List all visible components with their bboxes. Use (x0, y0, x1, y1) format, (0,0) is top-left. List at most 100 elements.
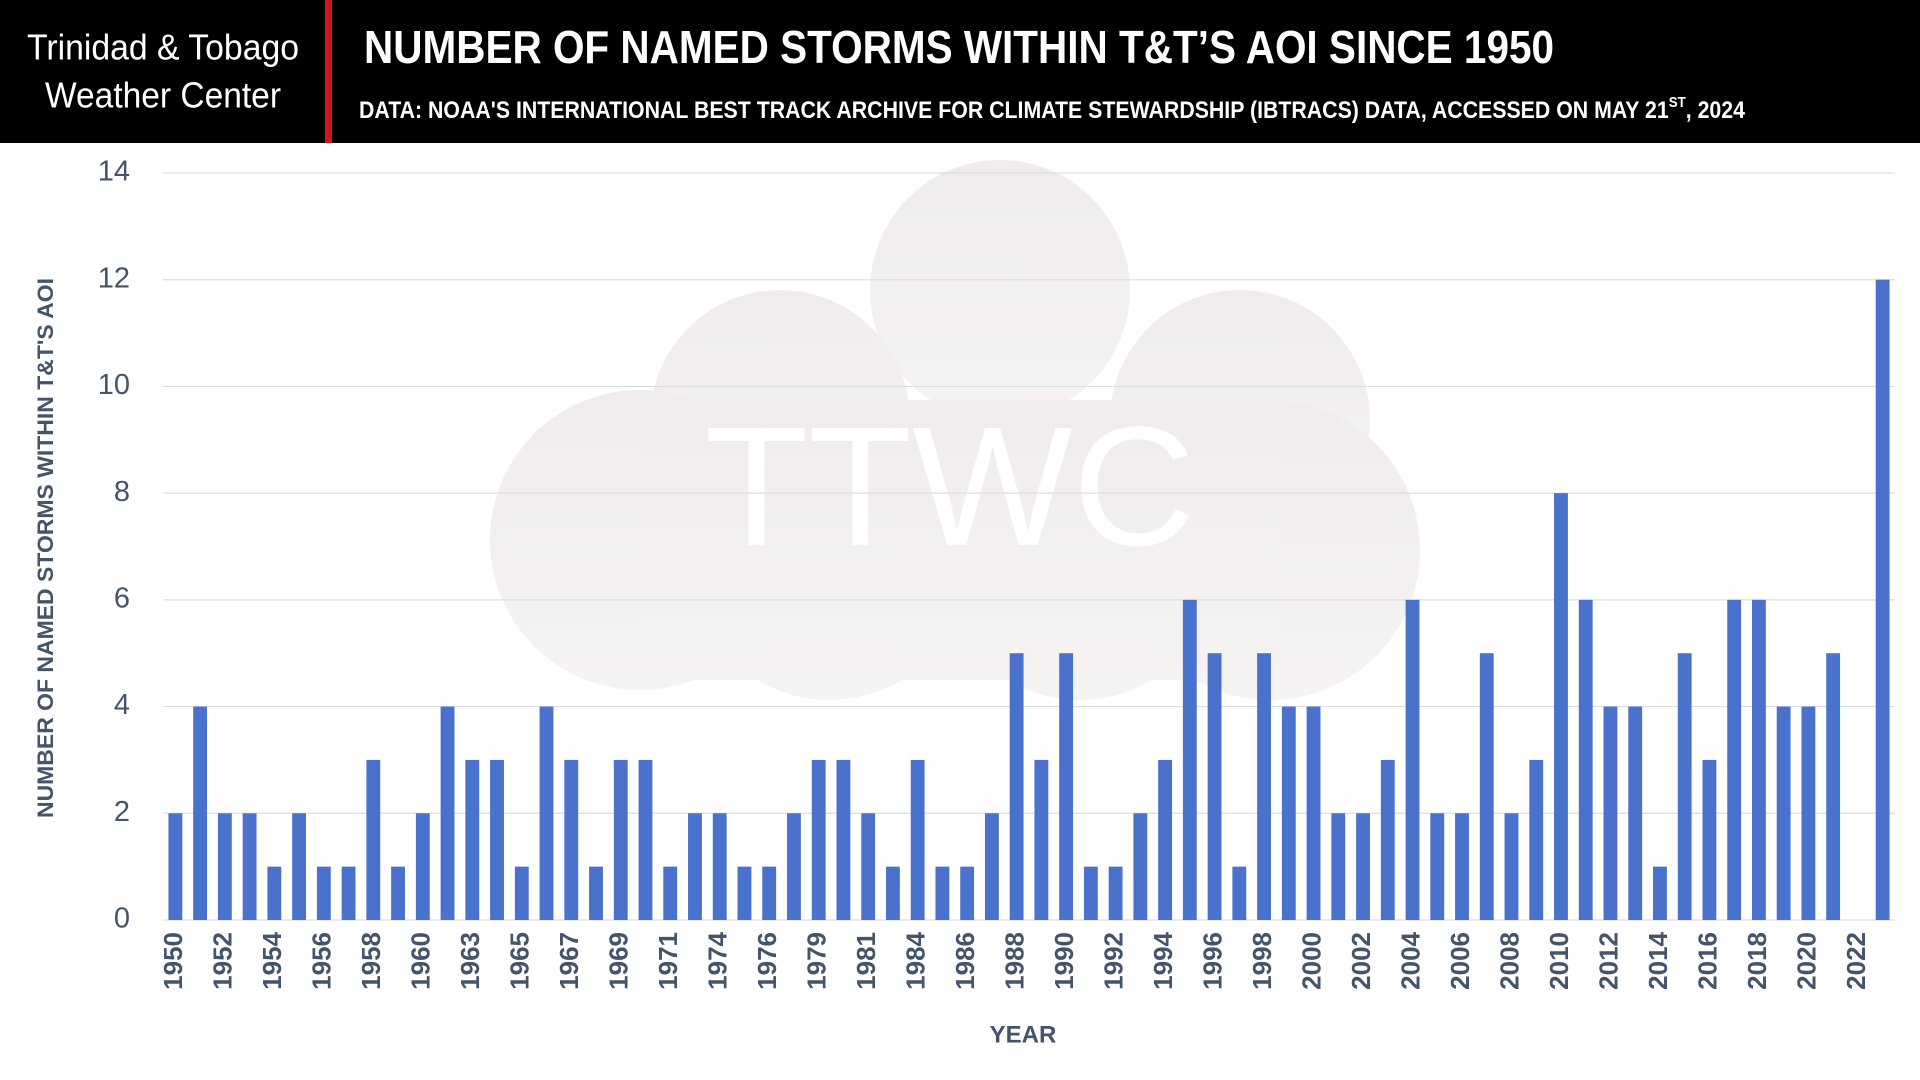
header-divider (325, 0, 332, 143)
bar (885, 866, 900, 920)
x-tick-label: 2010 (1544, 932, 1574, 990)
x-tick-label: 1963 (455, 932, 485, 990)
bar (935, 866, 950, 920)
bar (663, 866, 678, 920)
x-tick-label: 1992 (1098, 932, 1128, 990)
bar (1727, 599, 1742, 920)
bar (1529, 759, 1544, 920)
x-tick-label: 1996 (1197, 932, 1227, 990)
bar (391, 866, 405, 920)
x-tick-label: 1971 (653, 932, 683, 990)
bar (1430, 813, 1445, 920)
x-tick-label: 1998 (1247, 932, 1277, 990)
x-tick-label: 1979 (802, 932, 832, 990)
bar (415, 813, 430, 920)
bar (267, 866, 282, 920)
y-tick-label: 0 (114, 903, 130, 935)
bar (1554, 493, 1568, 920)
bar (1776, 706, 1791, 920)
bar (613, 759, 628, 920)
y-tick-label: 4 (114, 689, 130, 721)
bar (638, 759, 653, 920)
bar (861, 813, 876, 920)
x-tick-label: 1958 (356, 932, 386, 990)
bar (984, 813, 999, 920)
y-tick-label: 2 (114, 796, 130, 828)
bar (168, 813, 183, 920)
x-tick-label: 1986 (950, 932, 980, 990)
bar (1653, 866, 1667, 920)
bar (539, 706, 554, 920)
x-axis-label: YEAR (990, 1021, 1057, 1048)
bar (1751, 599, 1766, 920)
x-tick-label: 1950 (158, 932, 188, 990)
brand-line: Trinidad & Tobago (27, 27, 299, 68)
x-tick-label: 2022 (1841, 932, 1871, 990)
chart-title: NUMBER OF NAMED STORMS WITHIN T&T’S AOI … (364, 21, 1554, 73)
bar (217, 813, 232, 920)
x-tick-label: 2008 (1494, 932, 1524, 990)
bar (1108, 866, 1123, 920)
subtitle-superscript: ST (1669, 94, 1686, 111)
x-tick-label: 2018 (1742, 932, 1772, 990)
bar (564, 759, 579, 920)
x-tick-label: 2020 (1791, 932, 1821, 990)
bar (1405, 599, 1420, 920)
bar (1578, 599, 1593, 920)
bar (762, 866, 777, 920)
bar (1059, 653, 1074, 920)
bar (1356, 813, 1370, 920)
x-tick-label: 2002 (1346, 932, 1376, 990)
bar (910, 759, 925, 920)
bar (1034, 759, 1049, 920)
bar (688, 813, 702, 920)
bar (1702, 759, 1717, 920)
bar (836, 759, 851, 920)
bar (1603, 706, 1618, 920)
x-tick-label: 1952 (208, 932, 238, 990)
x-tick-label: 1994 (1148, 931, 1178, 989)
watermark-text: TTWC (705, 392, 1196, 582)
bar (712, 813, 727, 920)
x-tick-label: 1988 (1000, 932, 1030, 990)
bar (242, 813, 257, 920)
subtitle-part: , 2024 (1686, 97, 1746, 124)
x-tick-label: 1981 (851, 932, 881, 990)
bar (737, 866, 752, 920)
watermark-cloud (490, 160, 1420, 700)
y-tick-label: 8 (114, 476, 130, 508)
bar (1801, 706, 1816, 920)
bar (787, 813, 801, 920)
bar (316, 866, 331, 920)
x-tick-label: 1965 (505, 932, 535, 990)
y-tick-label: 6 (114, 583, 130, 615)
bar (465, 759, 480, 920)
bar (514, 866, 529, 920)
bar (1009, 653, 1024, 920)
bar (811, 759, 826, 920)
bar (1875, 279, 1890, 920)
x-tick-label: 2004 (1395, 931, 1425, 989)
x-tick-label: 1990 (1049, 932, 1079, 990)
bar (1380, 759, 1395, 920)
bar (1306, 706, 1321, 920)
bar (1628, 706, 1643, 920)
grid (163, 172, 1895, 921)
bar (1479, 653, 1494, 920)
x-tick-label: 1967 (554, 932, 584, 990)
x-tick-label: 2000 (1296, 932, 1326, 990)
x-tick-label: 1969 (604, 932, 634, 990)
bar (1677, 653, 1692, 920)
bar (960, 866, 975, 920)
x-tick-label: 1960 (406, 932, 436, 990)
bar (490, 759, 504, 920)
x-tick-label: 1954 (257, 931, 287, 989)
bar (1504, 813, 1519, 920)
bar (341, 866, 356, 920)
x-tick-label: 1974 (703, 931, 733, 989)
header-band (0, 0, 1920, 143)
bar (1257, 653, 1271, 920)
y-tick-label: 12 (98, 262, 130, 294)
x-tick-label: 1956 (307, 932, 337, 990)
bar (1083, 866, 1098, 920)
